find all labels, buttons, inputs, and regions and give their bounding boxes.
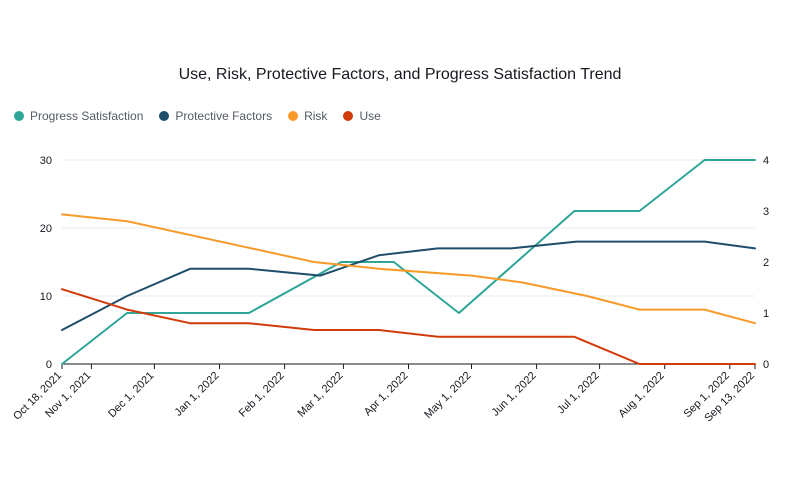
legend-swatch bbox=[159, 111, 170, 121]
y-right-tick-label: 4 bbox=[763, 155, 769, 167]
series-line-risk bbox=[61, 213, 756, 325]
x-tick-label: Jul 1, 2022 bbox=[555, 370, 602, 417]
y-left-tick-label: 0 bbox=[46, 359, 52, 371]
chart-title: Use, Risk, Protective Factors, and Progr… bbox=[178, 66, 622, 83]
x-tick-label: Feb 1, 2022 bbox=[237, 370, 287, 420]
y-right-tick-label: 2 bbox=[763, 257, 769, 269]
legend-item[interactable]: Progress Satisfaction bbox=[14, 109, 143, 123]
legend-label: Risk bbox=[304, 109, 328, 123]
legend-swatch bbox=[14, 111, 24, 121]
legend-swatch bbox=[343, 111, 354, 121]
legend-label: Use bbox=[359, 109, 381, 123]
x-tick-label: Jan 1, 2022 bbox=[172, 370, 221, 419]
legend-item[interactable]: Risk bbox=[288, 109, 327, 123]
legend-label: Progress Satisfaction bbox=[30, 109, 144, 123]
x-tick-label: Apr 1, 2022 bbox=[362, 370, 411, 419]
y-left-tick-label: 20 bbox=[40, 223, 52, 235]
x-tick-label: Mar 1, 2022 bbox=[296, 370, 346, 420]
y-right-tick-label: 1 bbox=[763, 308, 769, 320]
y-right-tick-label: 0 bbox=[763, 359, 769, 371]
y-left-tick-label: 30 bbox=[40, 155, 52, 167]
y-left-tick-label: 10 bbox=[40, 291, 52, 303]
legend-swatch bbox=[288, 111, 299, 121]
legend-label: Protective Factors bbox=[175, 109, 273, 123]
x-tick-label: Jun 1, 2022 bbox=[490, 370, 539, 419]
x-tick-label: Dec 1, 2021 bbox=[106, 370, 156, 420]
x-tick-label: Aug 1, 2022 bbox=[616, 370, 666, 420]
legend-item[interactable]: Use bbox=[343, 109, 381, 123]
series-line-protective-factors bbox=[61, 240, 756, 331]
legend-item[interactable]: Protective Factors bbox=[159, 109, 272, 123]
y-right-tick-label: 3 bbox=[763, 206, 769, 218]
x-tick-label: May 1, 2022 bbox=[422, 370, 473, 421]
chart-legend: Progress Satisfaction Protective Factors R… bbox=[14, 109, 381, 123]
series-line-use bbox=[61, 288, 756, 365]
series-line-progress-satisfaction bbox=[61, 159, 756, 365]
